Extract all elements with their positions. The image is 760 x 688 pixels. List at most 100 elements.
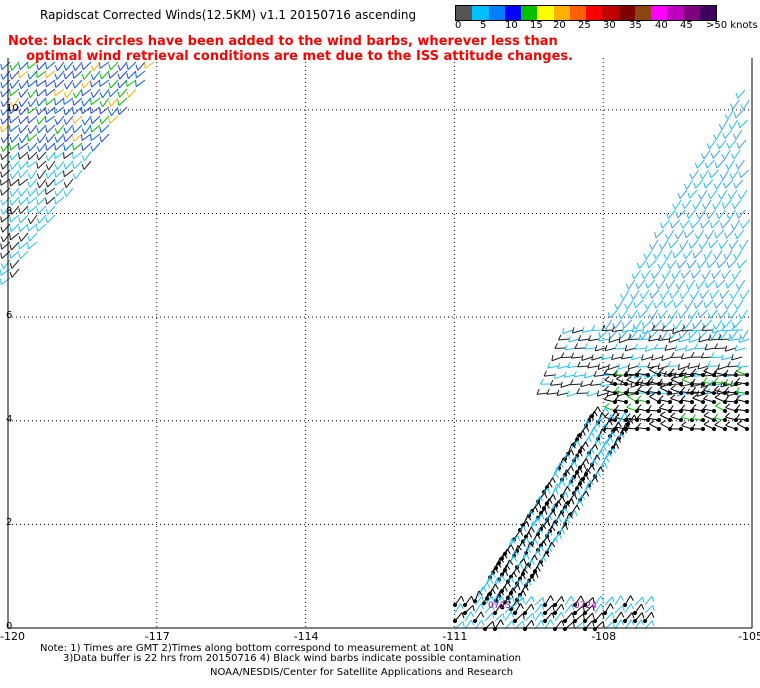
wind-barb — [735, 89, 746, 99]
wind-barb — [9, 61, 20, 71]
wind-barb — [0, 196, 11, 206]
wind-barb — [712, 319, 723, 330]
wind-barb — [18, 115, 29, 125]
wind-barb — [670, 412, 683, 422]
wind-barb — [480, 582, 491, 593]
wind-barb — [558, 474, 568, 485]
wind-barb — [630, 289, 640, 300]
time-labels: 0723 0724 — [488, 601, 597, 611]
longitude-tick: -108 — [591, 630, 617, 643]
wind-barb — [716, 139, 727, 150]
wind-barb — [649, 366, 661, 377]
wind-barb — [27, 133, 38, 142]
wind-barb — [703, 420, 716, 431]
wind-barb — [601, 325, 614, 332]
colorbar-label: 20 — [553, 20, 566, 31]
wind-barb — [587, 362, 599, 369]
wind-barb — [453, 612, 465, 623]
wind-barb — [646, 259, 657, 269]
wind-barb — [721, 354, 733, 361]
longitude-tick: -120 — [0, 630, 25, 643]
wind-barb — [573, 371, 586, 378]
wind-barb — [99, 115, 110, 125]
wind-barb — [715, 279, 726, 289]
wind-barb — [710, 352, 723, 359]
wind-barb — [648, 329, 659, 339]
wind-barb — [681, 325, 694, 332]
wind-barb — [639, 289, 650, 300]
wind-barb — [634, 343, 646, 350]
wind-barb — [675, 209, 686, 219]
wind-barb — [54, 160, 65, 170]
wind-barb — [556, 389, 568, 396]
wind-barb — [617, 363, 629, 370]
wind-barb — [534, 611, 545, 622]
wind-barb — [726, 209, 736, 220]
wind-barb — [739, 329, 749, 340]
wind-barb — [54, 97, 65, 106]
colorbar-label: 0 — [455, 20, 462, 31]
wind-barb — [27, 124, 38, 134]
wind-barb — [9, 106, 20, 115]
wind-barb — [606, 431, 616, 442]
wind-barb — [691, 404, 705, 413]
wind-barb — [36, 79, 47, 87]
wind-barb — [682, 249, 693, 260]
wind-barb — [714, 343, 726, 350]
wind-barb — [604, 345, 616, 352]
time-label: 0723 — [488, 601, 511, 611]
wind-barb — [729, 289, 740, 300]
wind-barb — [723, 249, 733, 260]
wind-barb — [27, 70, 38, 80]
wind-barb — [700, 352, 713, 359]
wind-barb — [18, 214, 29, 224]
wind-barb — [721, 325, 734, 332]
wind-barb — [694, 343, 706, 350]
wind-barb — [27, 115, 38, 124]
wind-barb — [27, 97, 38, 108]
wind-barb — [523, 603, 535, 615]
wind-barb — [36, 124, 47, 134]
wind-barb — [658, 395, 672, 404]
wind-barb — [504, 596, 515, 606]
wind-barb — [144, 61, 155, 69]
wind-barb — [72, 88, 83, 99]
wind-barb — [684, 345, 696, 352]
wind-barb — [662, 319, 672, 329]
wind-barb — [631, 269, 642, 280]
wind-barb — [735, 377, 749, 386]
wind-barb — [614, 299, 624, 310]
wind-barb — [713, 299, 724, 309]
wind-barb — [725, 421, 738, 431]
wind-barb — [684, 229, 695, 239]
wind-barb — [534, 513, 545, 523]
wind-barb — [582, 419, 592, 431]
wind-barb — [90, 97, 101, 106]
wind-barb — [567, 510, 578, 520]
wind-barb — [713, 179, 724, 190]
wind-barb — [36, 88, 47, 97]
wind-barb — [9, 142, 20, 151]
wind-barb — [698, 239, 709, 250]
wind-barb — [90, 142, 101, 152]
wind-barb — [45, 160, 56, 171]
wind-barb — [9, 241, 20, 251]
wind-barb — [27, 61, 38, 70]
wind-barb — [691, 423, 705, 431]
wind-barb — [666, 209, 676, 219]
wind-barb — [108, 61, 119, 71]
wind-barb — [570, 440, 581, 450]
wind-barb — [681, 199, 692, 210]
wind-barb — [703, 385, 716, 395]
wind-barb — [544, 619, 554, 630]
wind-barb — [651, 269, 661, 279]
wind-barb — [594, 450, 605, 461]
wind-barb — [90, 133, 101, 141]
wind-barb — [680, 353, 693, 360]
wind-barb — [514, 597, 525, 606]
wind-barb — [732, 319, 742, 329]
wind-barb — [659, 239, 669, 250]
wind-barb — [695, 279, 706, 290]
wind-barb — [655, 279, 666, 290]
wind-barb — [36, 151, 47, 161]
